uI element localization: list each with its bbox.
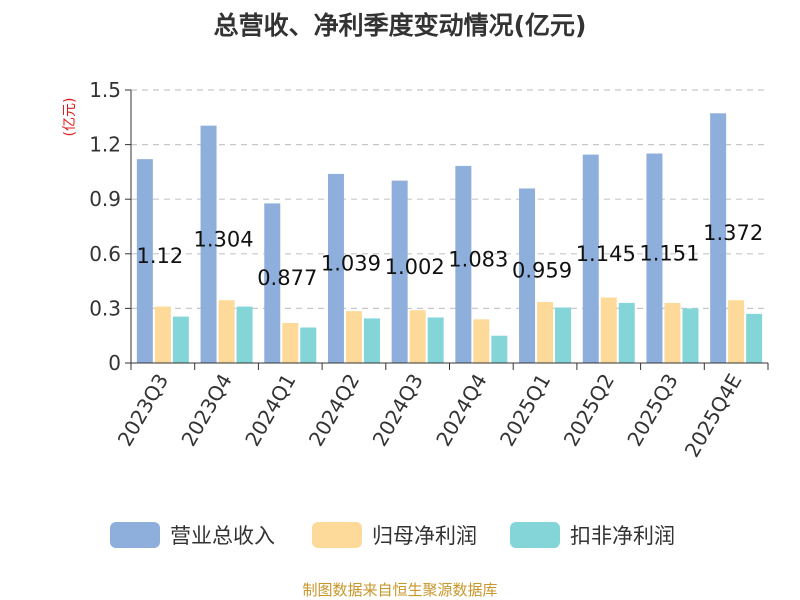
x-tick-label: 2024Q1: [240, 370, 300, 451]
bar: [218, 300, 235, 363]
legend-swatch: [312, 522, 362, 548]
y-axis-label: (亿元): [62, 98, 78, 137]
bar: [664, 302, 681, 363]
bar: [172, 316, 189, 363]
legend-swatch: [110, 522, 160, 548]
bar: [473, 319, 490, 363]
data-label: 1.304: [193, 227, 253, 251]
bars: [136, 113, 763, 364]
x-tick-label: 2024Q3: [368, 370, 428, 451]
bar: [136, 159, 153, 363]
bar: [200, 125, 217, 363]
data-label: 1.002: [385, 255, 445, 279]
data-label: 1.039: [321, 251, 381, 275]
data-label: 1.083: [448, 247, 508, 271]
x-tick-label: 2025Q1: [495, 370, 555, 451]
legend-label: 归母净利润: [372, 524, 477, 548]
data-label: 1.12: [136, 244, 183, 268]
bar: [646, 153, 663, 363]
bar: [236, 306, 253, 363]
x-tick-label: 2024Q2: [304, 370, 364, 451]
bar: [555, 307, 572, 363]
bar: [491, 335, 508, 363]
x-tick-label: 2025Q3: [622, 370, 682, 451]
x-tick-label: 2023Q3: [113, 370, 173, 451]
bar: [537, 302, 554, 363]
bar: [409, 310, 426, 363]
bar: [710, 113, 727, 364]
data-label: 1.151: [639, 241, 699, 265]
bar: [154, 306, 171, 363]
bar: [282, 322, 299, 363]
y-tick-label: 0.9: [89, 187, 121, 211]
legend-label: 营业总收入: [170, 524, 275, 548]
bar: [600, 297, 617, 363]
bar: [582, 154, 599, 363]
grid-lines: [131, 89, 768, 309]
y-tick-label: 0.6: [89, 242, 121, 266]
source-footer: 制图数据来自恒生聚源数据库: [302, 581, 497, 599]
bar: [264, 203, 281, 363]
bar: [519, 188, 536, 363]
bar: [455, 165, 472, 363]
bar: [300, 327, 317, 363]
x-tick-label: 2025Q4E: [680, 370, 747, 462]
legend-swatch: [510, 522, 560, 548]
bar: [728, 300, 745, 363]
chart-title: 总营收、净利季度变动情况(亿元): [214, 11, 587, 40]
bar: [363, 318, 380, 363]
data-label: 1.145: [576, 242, 636, 266]
legend-label: 扣非净利润: [570, 524, 675, 548]
bar: [618, 302, 635, 363]
y-tick-label: 1.5: [89, 78, 121, 102]
y-tick-label: 0: [108, 351, 121, 375]
bar: [682, 308, 699, 363]
legend: 营业总收入 归母净利润 扣非净利润: [110, 522, 675, 548]
bar: [746, 313, 763, 363]
data-label: 0.877: [257, 266, 317, 290]
bar: [427, 317, 444, 363]
y-tick-label: 0.3: [89, 296, 121, 320]
x-tick-label: 2023Q4: [176, 370, 236, 451]
bar: [345, 311, 362, 363]
bar: [391, 180, 408, 363]
x-tick-label: 2024Q4: [431, 370, 491, 451]
data-label: 1.372: [703, 221, 763, 245]
y-tick-label: 1.2: [89, 133, 121, 157]
data-label: 0.959: [512, 259, 572, 283]
x-tick-label: 2025Q2: [559, 370, 619, 451]
bar: [327, 173, 344, 363]
